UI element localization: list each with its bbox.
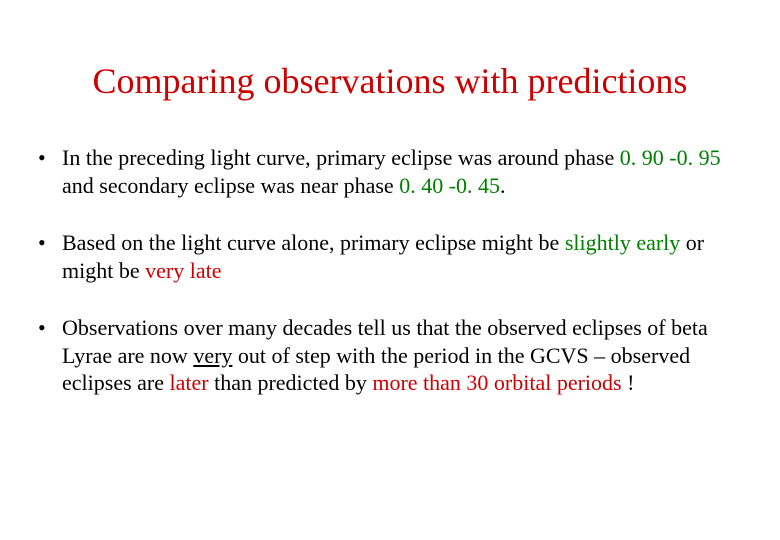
slide-title: Comparing observations with predictions: [30, 60, 750, 102]
bullet-item: Based on the light curve alone, primary …: [38, 229, 750, 284]
phase-range-secondary: 0. 40 -0. 45: [399, 173, 500, 198]
text-run: and secondary eclipse was near phase: [62, 173, 399, 198]
phase-range-primary: 0. 90 -0. 95: [620, 145, 721, 170]
text-very-underline: very: [193, 343, 232, 368]
text-periods: more than 30 orbital periods: [372, 370, 621, 395]
text-early: slightly early: [565, 230, 680, 255]
bullet-list: In the preceding light curve, primary ec…: [30, 144, 750, 397]
text-run: .: [500, 173, 506, 198]
text-run: than predicted by: [209, 370, 373, 395]
text-run: Based on the light curve alone, primary …: [62, 230, 565, 255]
bullet-item: Observations over many decades tell us t…: [38, 314, 750, 397]
text-run: !: [622, 370, 635, 395]
text-run: In the preceding light curve, primary ec…: [62, 145, 620, 170]
slide-container: Comparing observations with predictions …: [0, 0, 780, 540]
text-later: later: [170, 370, 209, 395]
text-late: very late: [145, 258, 221, 283]
bullet-item: In the preceding light curve, primary ec…: [38, 144, 750, 199]
